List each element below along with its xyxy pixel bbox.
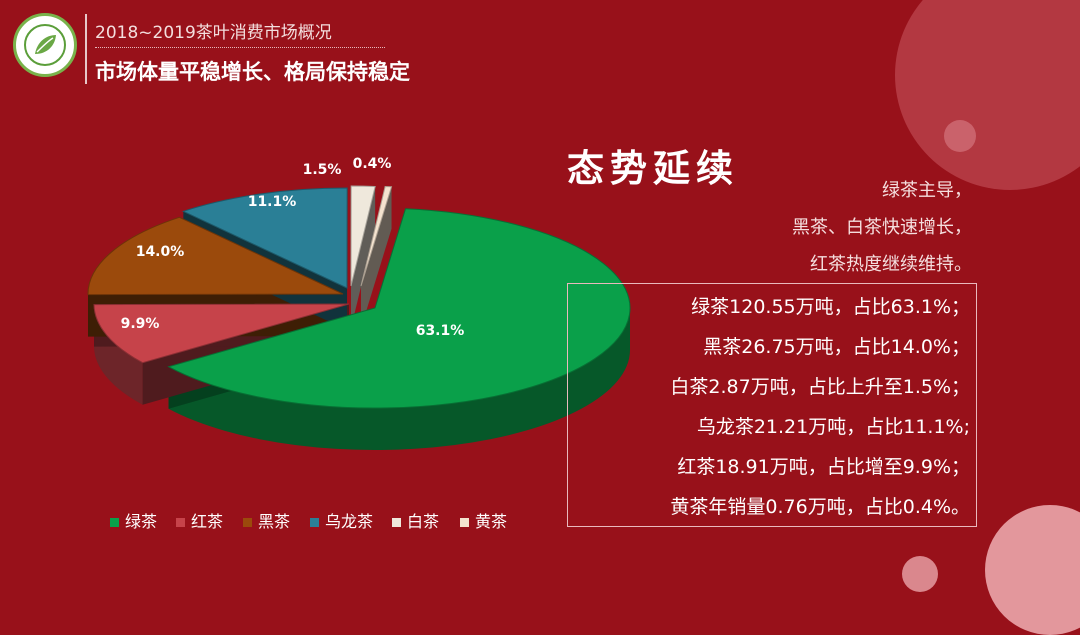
summary-line: 绿茶主导， xyxy=(882,176,972,202)
detail-line: 绿茶120.55万吨，占比63.1%； xyxy=(568,292,970,319)
legend-item: 白茶 xyxy=(392,508,439,532)
detail-line: 乌龙茶21.21万吨，占比11.1%; xyxy=(568,412,970,439)
summary-line: 黑茶、白茶快速增长， xyxy=(792,213,972,239)
summary-line: 红茶热度继续维持。 xyxy=(810,250,972,276)
legend-item: 黄茶 xyxy=(460,508,507,532)
detail-line: 黑茶26.75万吨，占比14.0%； xyxy=(568,332,970,359)
detail-box: 绿茶120.55万吨，占比63.1%； 黑茶26.75万吨，占比14.0%； 白… xyxy=(567,283,977,527)
legend-label: 黑茶 xyxy=(258,512,290,531)
legend-label: 黄茶 xyxy=(475,512,507,531)
legend-item: 绿茶 xyxy=(110,508,157,532)
legend-swatch xyxy=(310,518,319,527)
pie-data-label: 1.5% xyxy=(303,162,342,178)
legend-label: 白茶 xyxy=(407,512,439,531)
pie-data-label: 14.0% xyxy=(136,244,185,260)
detail-line: 白茶2.87万吨，占比上升至1.5%； xyxy=(568,372,970,399)
headline: 态势延续 xyxy=(567,138,739,192)
legend-item: 红茶 xyxy=(176,508,223,532)
legend-label: 红茶 xyxy=(191,512,223,531)
pie-data-label: 63.1% xyxy=(416,323,465,339)
detail-line: 黄茶年销量0.76万吨，占比0.4%。 xyxy=(568,492,970,519)
legend-swatch xyxy=(176,518,185,527)
legend-swatch xyxy=(110,518,119,527)
legend-item: 乌龙茶 xyxy=(310,508,373,532)
pie-data-label: 9.9% xyxy=(121,316,160,332)
legend-swatch xyxy=(243,518,252,527)
detail-line: 红茶18.91万吨，占比增至9.9%； xyxy=(568,452,970,479)
legend-swatch xyxy=(392,518,401,527)
legend-label: 绿茶 xyxy=(125,512,157,531)
legend-item: 黑茶 xyxy=(243,508,290,532)
pie-data-label: 0.4% xyxy=(353,156,392,172)
pie-data-label: 11.1% xyxy=(248,194,297,210)
legend-label: 乌龙茶 xyxy=(325,512,373,531)
legend-swatch xyxy=(460,518,469,527)
